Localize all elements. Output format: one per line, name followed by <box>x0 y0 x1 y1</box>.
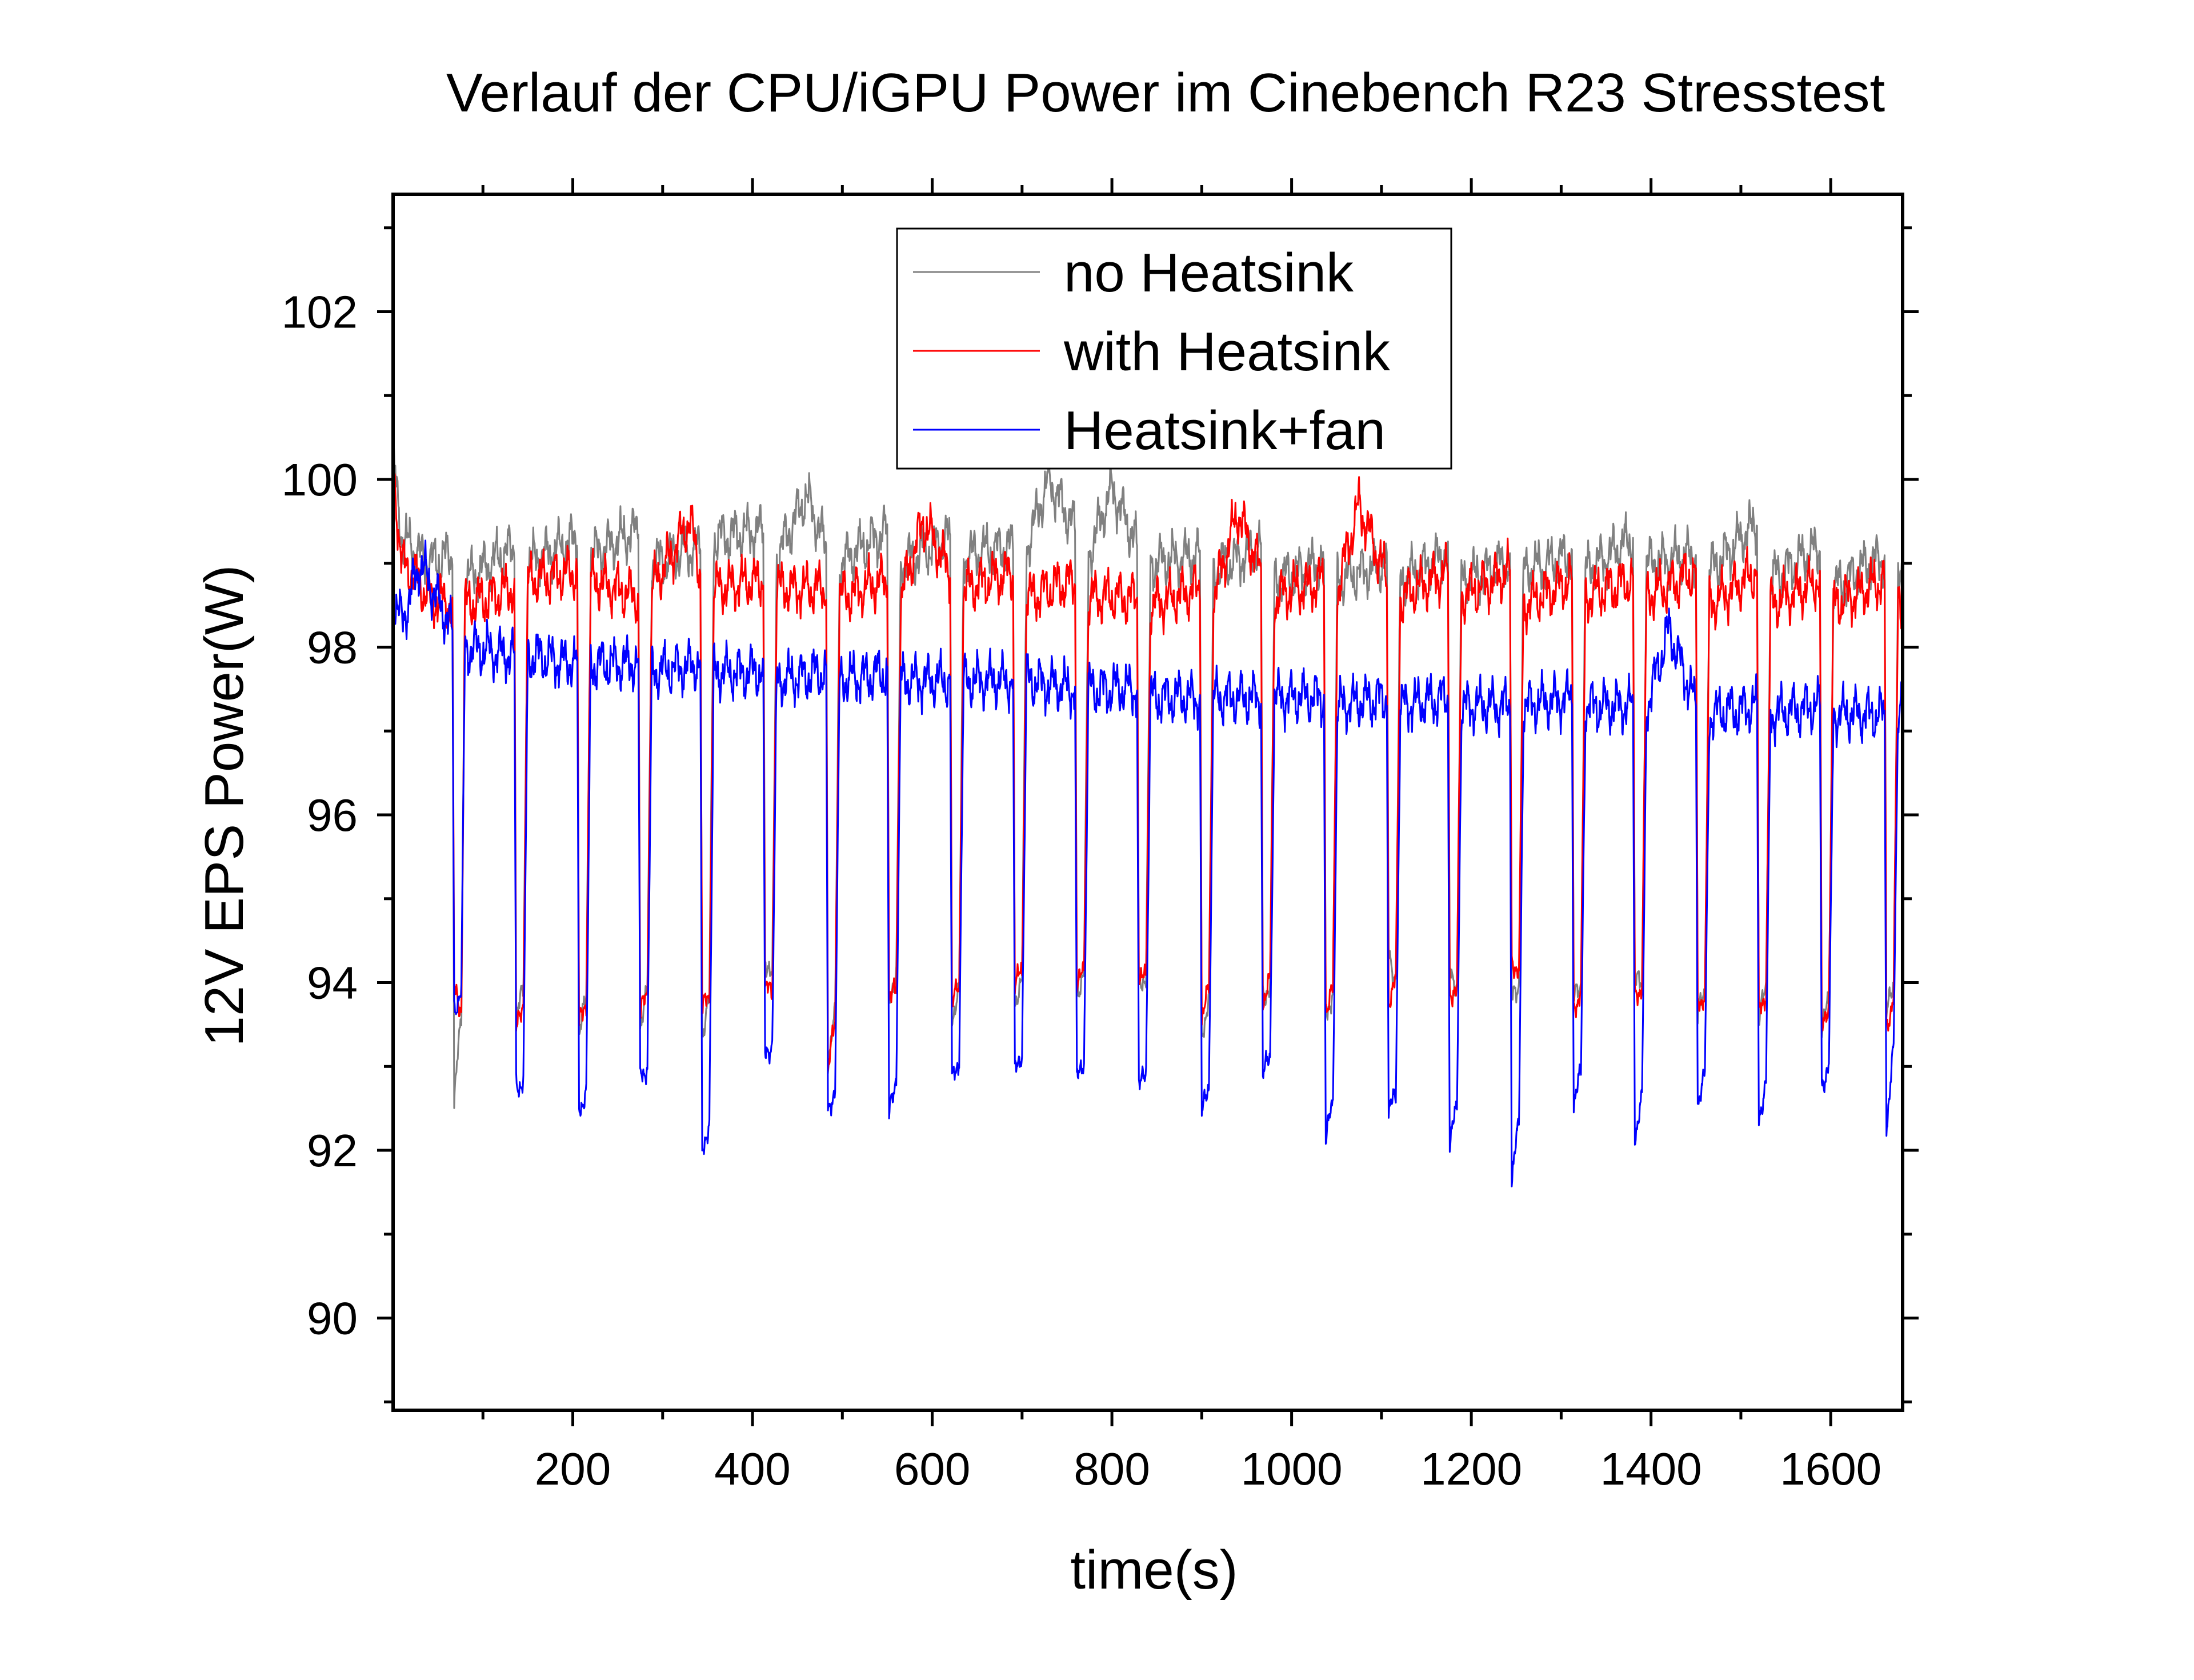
x-tick-label: 800 <box>1074 1443 1150 1494</box>
legend-label-with-heatsink: with Heatsink <box>1063 321 1391 382</box>
series-line-with-heatsink <box>393 463 1903 1072</box>
y-tick-label: 98 <box>307 622 358 673</box>
y-tick-label: 102 <box>282 286 358 337</box>
plot-frame <box>391 193 1904 1412</box>
x-tick-label: 600 <box>894 1443 970 1494</box>
legend: no Heatsink with Heatsink Heatsink+fan <box>896 227 1452 470</box>
x-tick-label: 1600 <box>1780 1443 1881 1494</box>
x-tick-label: 1200 <box>1420 1443 1522 1494</box>
legend-box <box>896 227 1452 470</box>
x-tick-label: 1400 <box>1600 1443 1702 1494</box>
y-tick-label: 90 <box>307 1293 358 1344</box>
legend-label-no-heatsink: no Heatsink <box>1064 242 1354 303</box>
y-tick-label: 94 <box>307 958 358 1009</box>
plot-area <box>393 445 1903 1187</box>
y-axis-label: 12V EPS Power(W) <box>194 565 255 1047</box>
axes: 200 400 600 800 1000 1200 1400 1600 90 92 94 96 98 10… <box>282 178 1919 1494</box>
y-tick-label: 100 <box>282 454 358 505</box>
chart-title: Verlauf der CPU/iGPU Power im Cinebench … <box>446 62 1885 123</box>
x-axis-label: time(s) <box>1070 1539 1238 1601</box>
x-tick-label: 1000 <box>1241 1443 1343 1494</box>
legend-label-heatsink-fan: Heatsink+fan <box>1064 400 1386 461</box>
x-tick-label: 200 <box>535 1443 611 1494</box>
series-line-heatsink-fan <box>393 539 1903 1187</box>
x-tick-label: 400 <box>714 1443 790 1494</box>
y-tick-label: 96 <box>307 790 358 841</box>
y-tick-label: 92 <box>307 1125 358 1176</box>
series-group <box>393 445 1903 1187</box>
